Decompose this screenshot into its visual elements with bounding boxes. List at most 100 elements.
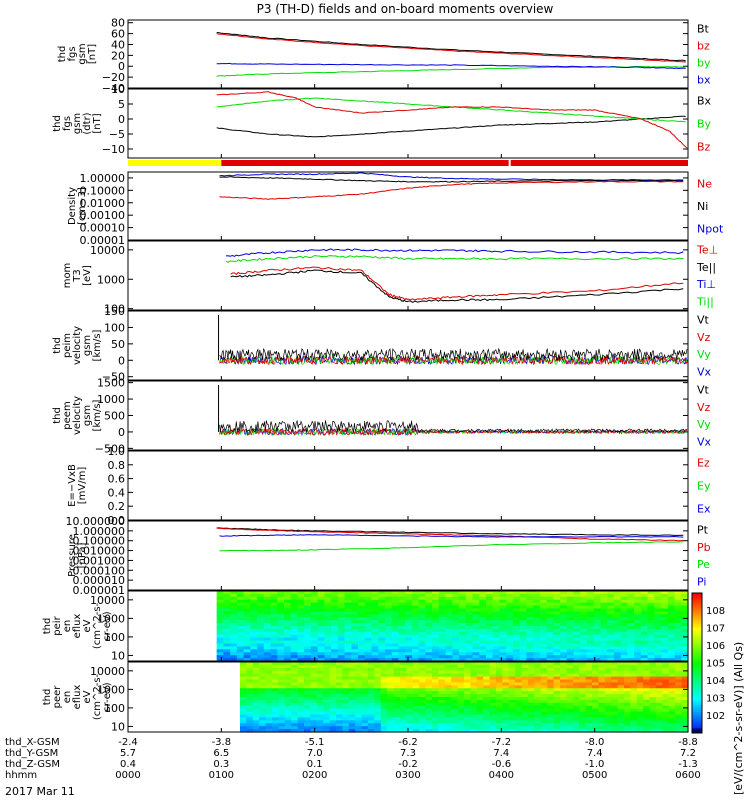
y-tick-label: 1000 xyxy=(97,683,125,696)
heatmap-cell xyxy=(464,729,471,733)
heatmap-cell xyxy=(310,673,318,678)
heatmap-cell xyxy=(418,626,426,630)
heatmap-cell xyxy=(585,729,593,733)
heatmap-cell xyxy=(250,614,258,618)
heatmap-cell xyxy=(391,593,400,598)
heatmap-cell xyxy=(502,688,510,692)
legend-by: by xyxy=(697,57,711,70)
y-tick-label: 0.00010 xyxy=(80,222,126,235)
heatmap-cell xyxy=(374,670,382,675)
heatmap-cell xyxy=(512,608,521,613)
heatmap-cell xyxy=(216,658,224,662)
heatmap-cell xyxy=(604,723,612,727)
heatmap-cell xyxy=(470,697,478,701)
heatmap-cell xyxy=(470,688,478,692)
heatmap-cell xyxy=(411,611,420,615)
heatmap-cell xyxy=(499,605,507,610)
heatmap-cell xyxy=(579,664,587,669)
heatmap-cell xyxy=(611,729,619,733)
heatmap-cell xyxy=(464,694,471,698)
heatmap-cell xyxy=(290,623,299,627)
heatmap-cell xyxy=(630,679,638,684)
heatmap-cell xyxy=(627,652,635,656)
heatmap-cell xyxy=(290,614,299,618)
heatmap-cell xyxy=(470,685,478,689)
heatmap-cell xyxy=(257,623,265,627)
heatmap-cell xyxy=(580,608,588,613)
heatmap-cell xyxy=(667,658,676,662)
heatmap-cell xyxy=(230,631,238,636)
ephem-row-label: hhmm xyxy=(5,770,37,781)
heatmap-cell xyxy=(634,602,642,607)
series-Te⊥ xyxy=(230,266,684,301)
heatmap-cell xyxy=(654,628,662,633)
heatmap-cell xyxy=(368,670,375,675)
colorbar-tick-label: 108 xyxy=(706,606,725,617)
heatmap-cell xyxy=(277,608,285,613)
heatmap-cell xyxy=(444,662,452,666)
heatmap-cell xyxy=(297,637,305,642)
heatmap-cell xyxy=(351,623,359,627)
heatmap-cell xyxy=(613,620,622,624)
heatmap-cell xyxy=(600,643,608,648)
heatmap-cell xyxy=(617,685,625,689)
heatmap-cell xyxy=(252,682,260,686)
heatmap-cell xyxy=(592,720,599,724)
heatmap-cell xyxy=(654,655,662,659)
heatmap-cell xyxy=(391,658,400,662)
heatmap-cell xyxy=(418,599,426,604)
heatmap-cell xyxy=(585,697,593,701)
heatmap-cell xyxy=(598,667,606,672)
heatmap-cell xyxy=(374,688,382,692)
heatmap-cell xyxy=(634,628,642,633)
heatmap-cell xyxy=(425,637,433,642)
y-tick-label: 0.8 xyxy=(108,459,126,472)
heatmap-cell xyxy=(272,697,279,701)
heatmap-cell xyxy=(278,670,286,675)
heatmap-cell xyxy=(483,662,491,666)
heatmap-cell xyxy=(486,658,494,662)
heatmap-cell xyxy=(425,705,433,710)
heatmap-cell xyxy=(546,623,554,627)
heatmap-cell xyxy=(371,652,379,656)
heatmap-cell xyxy=(620,593,628,598)
heatmap-cell xyxy=(406,682,414,686)
heatmap-cell xyxy=(393,729,401,733)
heatmap-cell xyxy=(521,723,529,727)
heatmap-cell xyxy=(592,691,599,695)
heatmap-cell xyxy=(310,646,319,650)
heatmap-cell xyxy=(486,649,494,653)
heatmap-cell xyxy=(647,593,655,598)
heatmap-cell xyxy=(654,602,662,607)
heatmap-cell xyxy=(432,599,440,604)
heatmap-cell xyxy=(492,596,501,601)
heatmap-cell xyxy=(230,611,238,615)
heatmap-cell xyxy=(337,655,346,659)
heatmap-cell xyxy=(526,646,534,650)
heatmap-cell xyxy=(624,691,631,695)
heatmap-cell xyxy=(492,631,501,636)
heatmap-cell xyxy=(284,614,292,618)
heatmap-cell xyxy=(364,593,373,598)
heatmap-cell xyxy=(674,658,682,662)
heatmap-cell xyxy=(572,714,580,719)
heatmap-cell xyxy=(368,679,375,684)
ephem-value: 7.3 xyxy=(400,748,416,759)
heatmap-cell xyxy=(579,691,587,695)
heatmap-cell xyxy=(406,664,414,669)
heatmap-cell xyxy=(371,658,379,662)
heatmap-cell xyxy=(459,646,467,650)
heatmap-cell xyxy=(323,697,331,701)
heatmap-cell xyxy=(499,593,507,598)
heatmap-cell xyxy=(368,673,375,678)
heatmap-cell xyxy=(284,691,292,695)
heatmap-cell xyxy=(257,634,265,639)
heatmap-cell xyxy=(630,685,638,689)
heatmap-cell xyxy=(643,670,651,675)
heatmap-cell xyxy=(579,702,587,707)
heatmap-cell xyxy=(654,608,662,613)
heatmap-cell xyxy=(465,611,474,615)
heatmap-cell xyxy=(656,705,663,710)
heatmap-cell xyxy=(216,634,224,639)
heatmap-cell xyxy=(600,611,608,615)
